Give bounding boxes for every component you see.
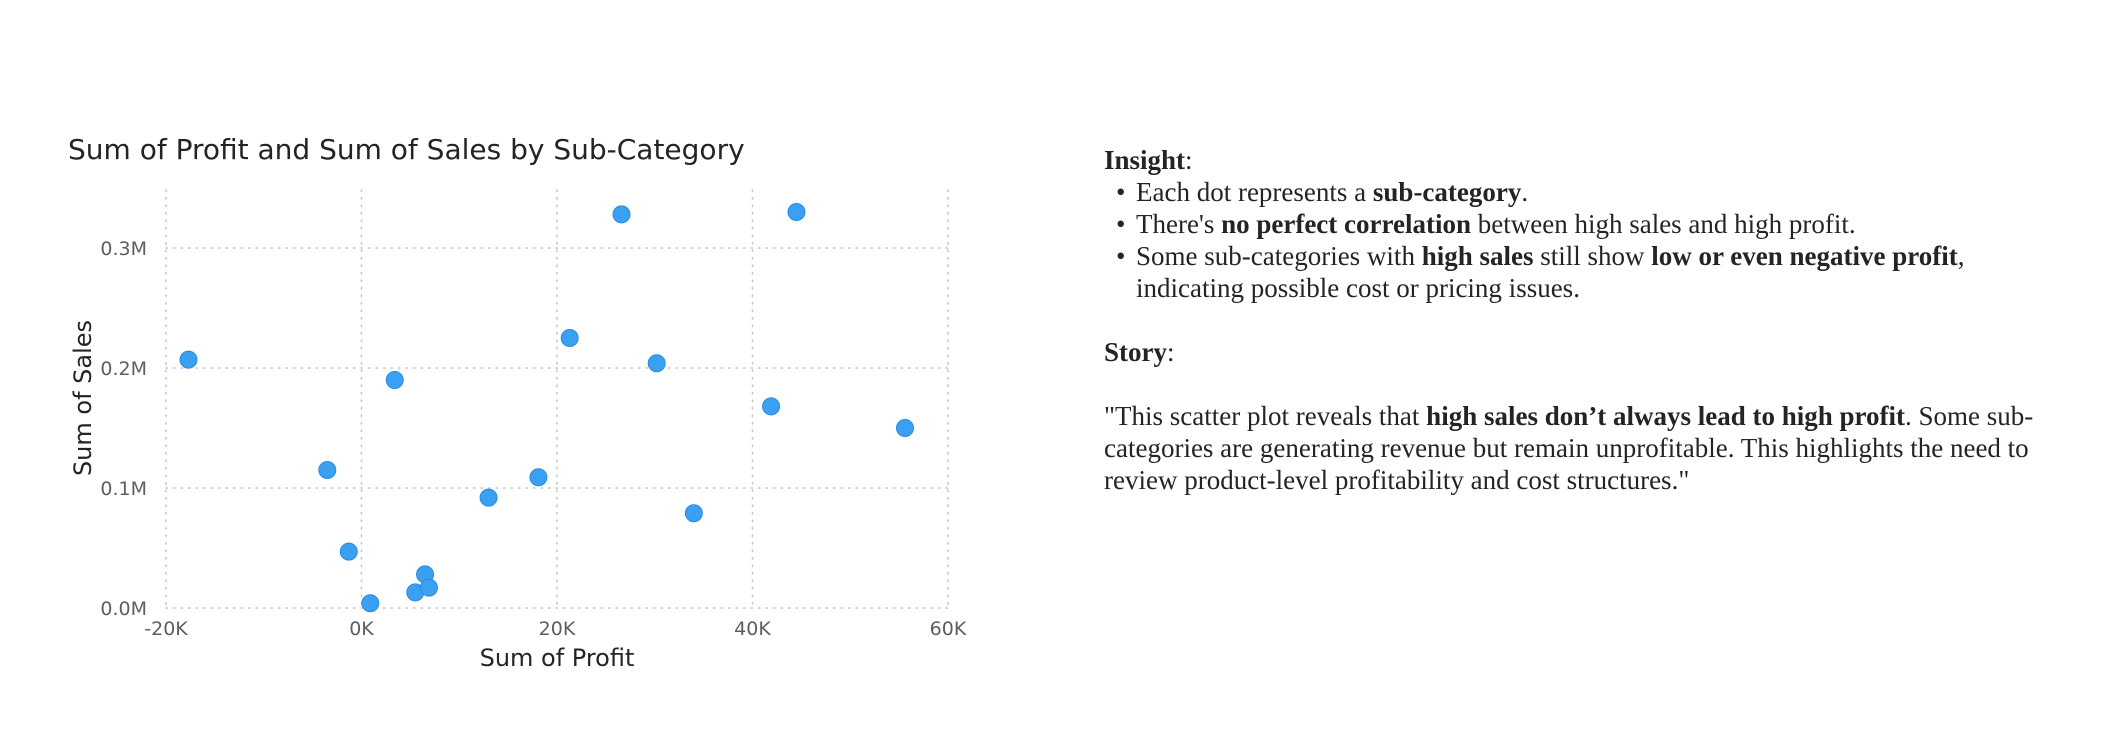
scatter-point[interactable] xyxy=(762,397,781,416)
scatter-point[interactable] xyxy=(419,578,438,597)
data-points xyxy=(179,203,914,613)
bullet-text: still show xyxy=(1533,241,1652,271)
bullet-bold: high sales xyxy=(1421,241,1534,271)
insight-heading: Insight xyxy=(1104,145,1186,175)
gridlines xyxy=(165,189,949,609)
insight-bullet: Some sub-categories with high sales stil… xyxy=(1110,240,2044,304)
bullet-text: . xyxy=(1521,177,1529,207)
story-text-part: . Some sub-categories are generating rev… xyxy=(1104,401,2034,495)
bullet-bold: low or even negative profit xyxy=(1651,241,1958,271)
bullet-text: Each dot represents a xyxy=(1136,177,1373,207)
x-tick-label: -20K xyxy=(144,618,188,640)
y-tick-label: 0.2M xyxy=(100,358,147,380)
x-tick-label: 40K xyxy=(734,618,771,640)
scatter-point[interactable] xyxy=(560,329,579,347)
insight-bullet: There's no perfect correlation between h… xyxy=(1110,208,2044,240)
y-tick-label: 0.0M xyxy=(100,598,147,620)
scatter-point[interactable] xyxy=(385,371,404,389)
story-heading-line: Story: xyxy=(1104,336,2044,368)
y-tick-label: 0.1M xyxy=(100,478,147,500)
story-bold: high sales don’t always lead to high pro… xyxy=(1426,401,1905,431)
y-axis-title: Sum of Sales xyxy=(69,320,97,476)
scatter-point[interactable] xyxy=(179,350,198,369)
y-axis-ticks: 0.0M 0.1M 0.2M 0.3M xyxy=(100,238,147,620)
bullet-bold: sub-category xyxy=(1372,177,1522,207)
story-heading-colon: : xyxy=(1167,337,1175,367)
y-tick-label: 0.3M xyxy=(100,238,147,260)
x-axis-title: Sum of Profit xyxy=(480,644,635,672)
scatter-point[interactable] xyxy=(647,354,666,373)
scatter-point[interactable] xyxy=(529,468,548,487)
x-tick-label: 0K xyxy=(349,618,374,640)
scatter-point[interactable] xyxy=(684,504,703,523)
insight-heading-colon: : xyxy=(1185,145,1193,175)
scatter-point[interactable] xyxy=(787,203,806,221)
chart-title: Sum of Profit and Sum of Sales by Sub-Ca… xyxy=(68,133,745,166)
x-tick-label: 20K xyxy=(539,618,576,640)
story-text: "This scatter plot reveals that high sal… xyxy=(1104,400,2044,496)
scatter-point[interactable] xyxy=(479,488,498,507)
x-axis-ticks: -20K 0K 20K 40K 60K xyxy=(144,618,967,640)
scatter-point[interactable] xyxy=(318,461,337,479)
commentary-panel: Insight: Each dot represents a sub-categ… xyxy=(1104,144,2044,496)
x-tick-label: 60K xyxy=(930,618,967,640)
insight-list: Each dot represents a sub-category. Ther… xyxy=(1104,176,2044,304)
insight-heading-line: Insight: xyxy=(1104,144,2044,176)
scatter-point[interactable] xyxy=(895,419,914,437)
bullet-bold: no perfect correlation xyxy=(1221,209,1471,239)
story-text-part: "This scatter plot reveals that xyxy=(1104,401,1427,431)
bullet-text: between high sales and high profit. xyxy=(1471,209,1856,239)
bullet-text: Some sub-categories with xyxy=(1136,241,1422,271)
bullet-text: There's xyxy=(1136,209,1222,239)
bullet-text: , indicating possible cost or pricing is… xyxy=(1136,241,1965,303)
scatter-point[interactable] xyxy=(339,542,358,561)
scatter-point[interactable] xyxy=(361,594,380,613)
scatter-point[interactable] xyxy=(612,205,631,224)
insight-bullet: Each dot represents a sub-category. xyxy=(1110,176,2044,208)
scatter-chart: -20K 0K 20K 40K 60K 0.0M 0.1M 0.2M 0.3M Sum of … xyxy=(69,189,967,672)
story-heading: Story xyxy=(1104,337,1167,367)
